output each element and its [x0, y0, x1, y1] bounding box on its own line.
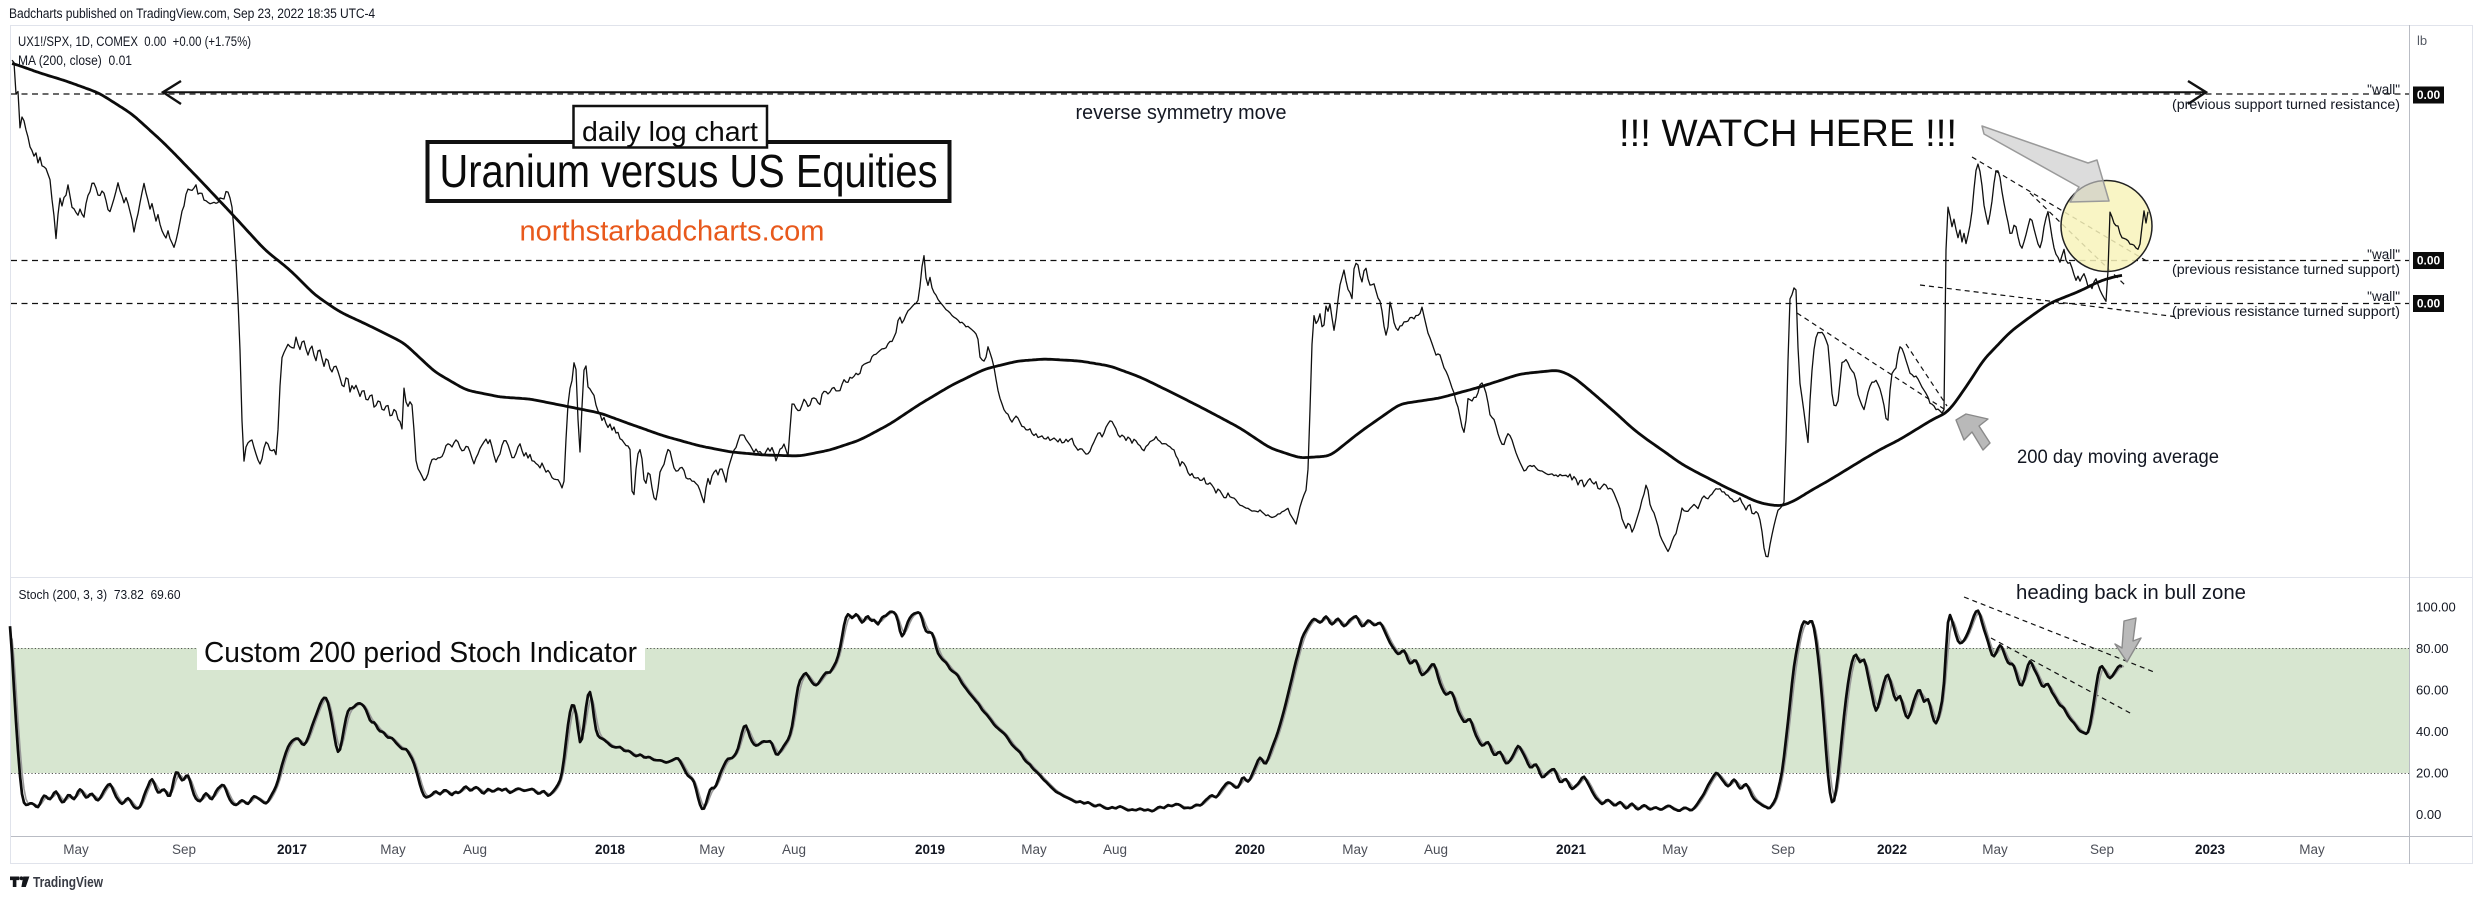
svg-text:60.00: 60.00	[2416, 683, 2449, 698]
svg-text:Custom 200 period Stoch Indica: Custom 200 period Stoch Indicator	[204, 637, 637, 669]
svg-text:Aug: Aug	[1103, 842, 1127, 857]
svg-text:northstarbadcharts.com: northstarbadcharts.com	[520, 216, 825, 248]
svg-text:100.00: 100.00	[2416, 600, 2456, 615]
svg-text:May: May	[2299, 842, 2325, 857]
svg-text:2018: 2018	[595, 842, 626, 857]
svg-text:UX1!/SPX, 1D, COMEX 0.00 +0.: UX1!/SPX, 1D, COMEX 0.00 +0.00 (+1.75%)	[18, 34, 251, 49]
svg-text:40.00: 40.00	[2416, 724, 2449, 739]
svg-text:TradingView: TradingView	[33, 875, 104, 891]
svg-text:May: May	[1982, 842, 2008, 857]
svg-text:lb: lb	[2417, 33, 2427, 48]
svg-text:"wall": "wall"	[2367, 289, 2400, 304]
svg-text:"wall": "wall"	[2367, 247, 2400, 262]
svg-text:2017: 2017	[277, 842, 307, 857]
svg-text:0.00: 0.00	[2417, 254, 2441, 268]
svg-text:May: May	[699, 842, 725, 857]
svg-text:2022: 2022	[1877, 842, 1907, 857]
svg-text:2023: 2023	[2195, 842, 2226, 857]
svg-text:0.00: 0.00	[2417, 88, 2441, 102]
svg-text:2020: 2020	[1235, 842, 1265, 857]
svg-text:"wall": "wall"	[2367, 82, 2400, 97]
svg-text:May: May	[63, 842, 89, 857]
svg-text:0.00: 0.00	[2416, 807, 2441, 822]
svg-text:2019: 2019	[915, 842, 945, 857]
svg-text:(previous resistance turned su: (previous resistance turned support)	[2172, 262, 2400, 277]
svg-text:Aug: Aug	[782, 842, 806, 857]
svg-text:2021: 2021	[1556, 842, 1587, 857]
svg-text:Uranium versus US Equities: Uranium versus US Equities	[440, 145, 938, 197]
svg-text:!!! WATCH HERE !!!: !!! WATCH HERE !!!	[1619, 113, 1957, 155]
svg-text:(previous resistance turned su: (previous resistance turned support)	[2172, 304, 2400, 319]
svg-text:Sep: Sep	[1771, 842, 1795, 857]
svg-text:May: May	[1662, 842, 1688, 857]
svg-text:heading back in bull zone: heading back in bull zone	[2016, 582, 2246, 604]
svg-text:200 day moving average: 200 day moving average	[2017, 447, 2219, 468]
svg-text:Sep: Sep	[2090, 842, 2114, 857]
svg-text:Sep: Sep	[172, 842, 196, 857]
svg-text:reverse symmetry move: reverse symmetry move	[1076, 102, 1287, 124]
svg-text:MA (200, close) 0.01: MA (200, close) 0.01	[18, 53, 132, 68]
svg-text:Stoch (200, 3, 3) 73.82 69.6: Stoch (200, 3, 3) 73.82 69.60	[19, 587, 181, 602]
svg-text:Badcharts published on Trading: Badcharts published on TradingView.com, …	[9, 6, 376, 21]
svg-text:80.00: 80.00	[2416, 641, 2449, 656]
svg-text:20.00: 20.00	[2416, 766, 2449, 781]
svg-text:(previous support turned resis: (previous support turned resistance)	[2172, 97, 2400, 112]
svg-text:Aug: Aug	[463, 842, 487, 857]
svg-text:May: May	[1342, 842, 1368, 857]
svg-text:Aug: Aug	[1424, 842, 1448, 857]
svg-text:May: May	[380, 842, 406, 857]
svg-text:May: May	[1021, 842, 1047, 857]
svg-text:daily log chart: daily log chart	[582, 116, 758, 147]
svg-text:0.00: 0.00	[2417, 297, 2441, 311]
